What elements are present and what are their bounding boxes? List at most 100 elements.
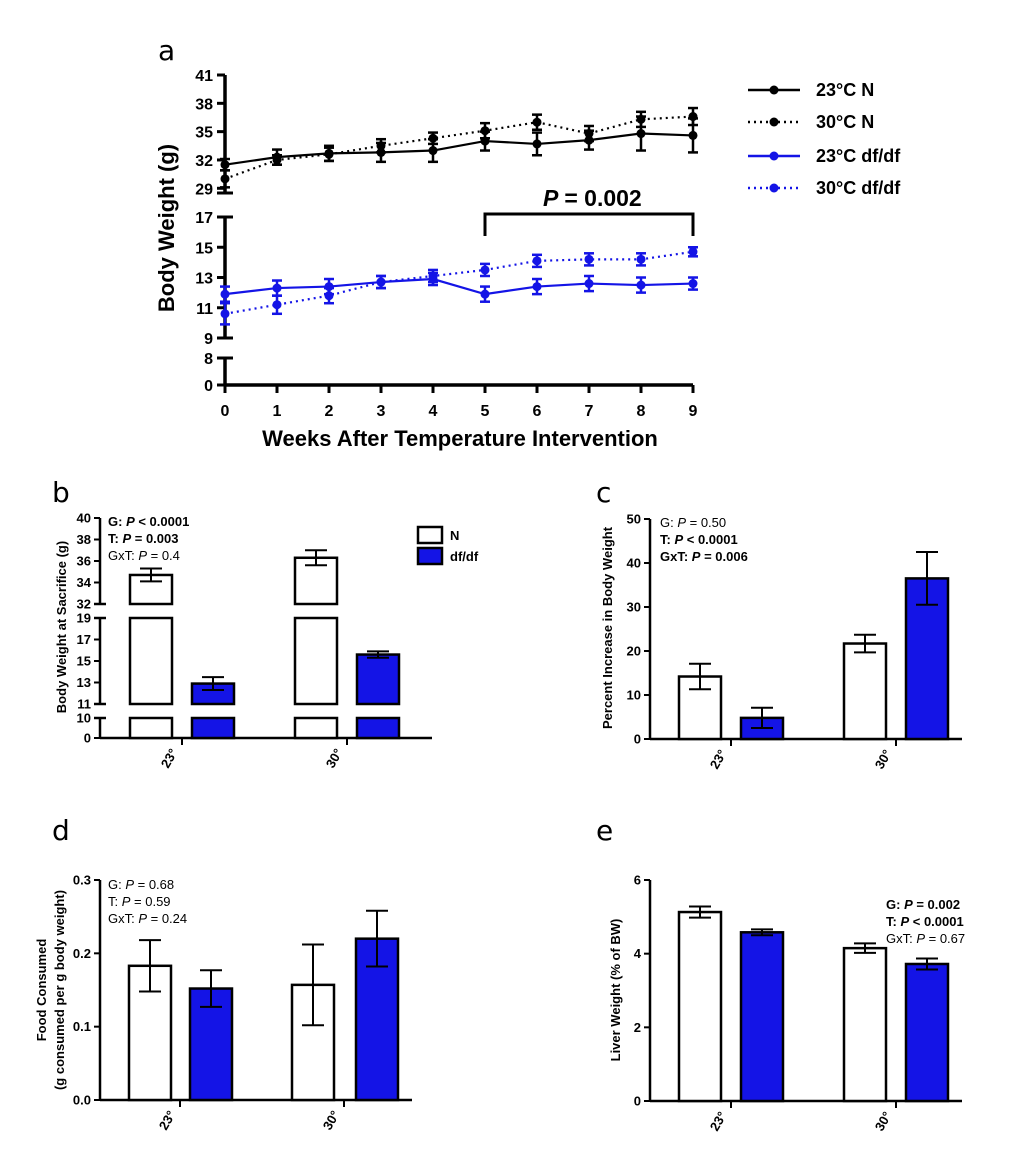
y-tick-label: 0 [204, 378, 213, 395]
legend-label-df: df/df [450, 549, 479, 564]
legend-label-23-df: 23°C df/df [816, 146, 901, 166]
panel-d-plot: 0.0 0.1 0.2 0.3 23° 30° [73, 873, 412, 1133]
data-point [636, 129, 646, 139]
legend-marker-23-n [769, 85, 779, 95]
legend-label-30-df: 30°C df/df [816, 178, 901, 198]
panel-letter-a: a [158, 34, 175, 67]
panel-a-xlabel: Weeks After Temperature Intervention [262, 426, 658, 451]
x-tick-label: 4 [429, 403, 438, 420]
bar-df [190, 716, 236, 740]
x-tick-label: 23° [156, 1108, 179, 1133]
stat-line: G: P = 0.002 [886, 897, 960, 912]
data-point [376, 141, 386, 151]
data-point [220, 289, 230, 299]
data-point [688, 279, 698, 289]
stat-line: GxT: P = 0.24 [108, 911, 187, 926]
panel-d-ylabel-line1: Food Consumed [34, 939, 49, 1042]
bar-n [842, 946, 888, 1103]
y-tick-label: 10 [77, 711, 91, 726]
data-point [532, 256, 542, 266]
y-tick-label: 0 [634, 1094, 641, 1109]
panel-b-stats: G: P < 0.0001 T: P = 0.003 GxT: P = 0.4 [108, 514, 189, 563]
bar-n [677, 910, 723, 1103]
panel-b-legend: N df/df [416, 525, 479, 566]
y-tick-label: 0.0 [73, 1093, 91, 1108]
panel-letter-e: e [596, 814, 613, 847]
bar-df [355, 653, 401, 706]
stat-line: T: P < 0.0001 [886, 914, 964, 929]
panel-letter-b: b [52, 476, 70, 509]
series-line-2 [224, 277, 694, 296]
stat-line: G: P < 0.0001 [108, 514, 189, 529]
data-point [636, 254, 646, 264]
y-tick-label: 8 [204, 351, 213, 368]
x-tick-label: 2 [325, 403, 334, 420]
data-point [688, 130, 698, 140]
stat-line: T: P = 0.59 [108, 894, 171, 909]
y-tick-label: 13 [77, 675, 91, 690]
panel-c-plot: 0 10 20 30 40 50 23° 30° [627, 512, 962, 772]
data-point [272, 300, 282, 310]
y-tick-label: 40 [627, 556, 641, 571]
panel-a-legend: 23°C N 30°C N 23°C df/df 30°C df/df [748, 80, 901, 198]
data-point [324, 291, 334, 301]
y-tick-label: 15 [195, 240, 213, 257]
x-tick-label: 8 [637, 403, 646, 420]
data-point [428, 133, 438, 143]
y-tick-label: 0.2 [73, 946, 91, 961]
panel-e-stats: G: P = 0.002 T: P < 0.0001 GxT: P = 0.67 [886, 897, 965, 946]
y-tick-label: 17 [77, 632, 91, 647]
panel-a-plot: 29 32 35 38 41 9 11 13 15 17 0 8 0 1 2 3 4 5 6 7 8 9 [195, 68, 698, 420]
series-line-0 [224, 132, 694, 166]
y-tick-label: 50 [627, 512, 641, 527]
panel-letter-d: d [52, 814, 70, 847]
y-tick-label: 13 [195, 271, 213, 288]
data-point [324, 149, 334, 159]
data-point [480, 289, 490, 299]
x-tick-label: 30° [872, 1109, 895, 1134]
bar-df [739, 931, 785, 1103]
x-tick-label: 3 [377, 403, 386, 420]
data-point [688, 247, 698, 257]
data-point [480, 126, 490, 136]
bar-n [128, 616, 174, 706]
panel-e-ylabel: Liver Weight (% of BW) [608, 919, 623, 1062]
data-point [532, 117, 542, 127]
x-tick-label: 23° [707, 747, 730, 772]
data-point [584, 129, 594, 139]
data-point [428, 146, 438, 156]
panel-c-ylabel: Percent Increase in Body Weight [600, 526, 615, 729]
y-tick-label: 38 [77, 532, 91, 547]
data-point [376, 277, 386, 287]
y-tick-label: 0 [84, 731, 91, 746]
x-tick-label: 9 [689, 403, 698, 420]
panel-b-ylabel: Body Weight at Sacrifice (g) [54, 541, 69, 713]
legend-swatch-df [416, 546, 444, 566]
bar-n [842, 642, 888, 741]
y-tick-label: 11 [196, 301, 213, 318]
x-tick-label: 5 [481, 403, 490, 420]
data-point [636, 114, 646, 124]
x-tick-label: 7 [585, 403, 594, 420]
y-tick-label: 9 [204, 331, 213, 348]
panel-d-stats: G: P = 0.68 T: P = 0.59 GxT: P = 0.24 [108, 877, 187, 926]
data-point [636, 280, 646, 290]
data-point [532, 282, 542, 292]
x-tick-label: 1 [273, 403, 282, 420]
data-point [688, 112, 698, 122]
y-tick-label: 32 [195, 153, 213, 170]
panel-letter-c: c [596, 476, 611, 509]
data-point [220, 174, 230, 184]
legend-label-n: N [450, 528, 459, 543]
panel-a-p-annotation: P = 0.002 [543, 185, 642, 211]
y-tick-label: 20 [627, 644, 641, 659]
panel-b-plot: 32 34 36 38 40 11 13 15 17 19 0 10 23° 30° [77, 511, 432, 771]
stat-line: GxT: P = 0.67 [886, 931, 965, 946]
stat-line: GxT: P = 0.006 [660, 549, 748, 564]
legend-marker-30-n [769, 117, 779, 127]
x-tick-label: 30° [320, 1108, 343, 1133]
bar-df [355, 716, 401, 740]
data-point [584, 254, 594, 264]
y-tick-label: 2 [634, 1020, 641, 1035]
data-point [480, 265, 490, 275]
